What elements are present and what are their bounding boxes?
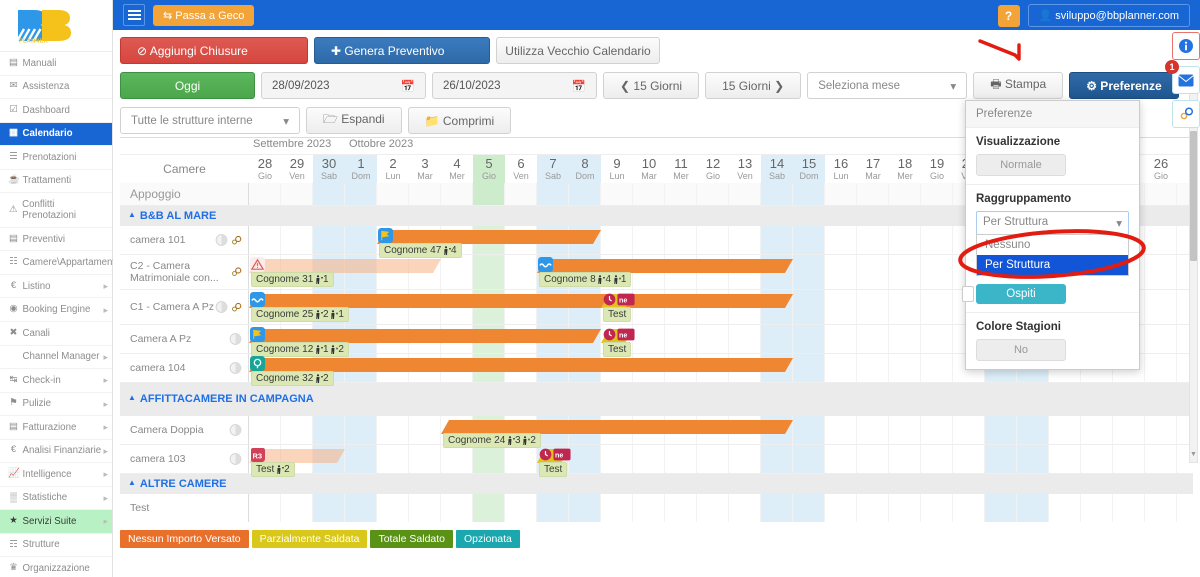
svg-text:R3: R3: [252, 451, 262, 460]
svg-text:ne: ne: [619, 330, 627, 339]
svg-text:PLANNER: PLANNER: [19, 38, 48, 43]
svg-text:ne: ne: [555, 450, 563, 459]
svg-text:ne: ne: [619, 295, 627, 304]
